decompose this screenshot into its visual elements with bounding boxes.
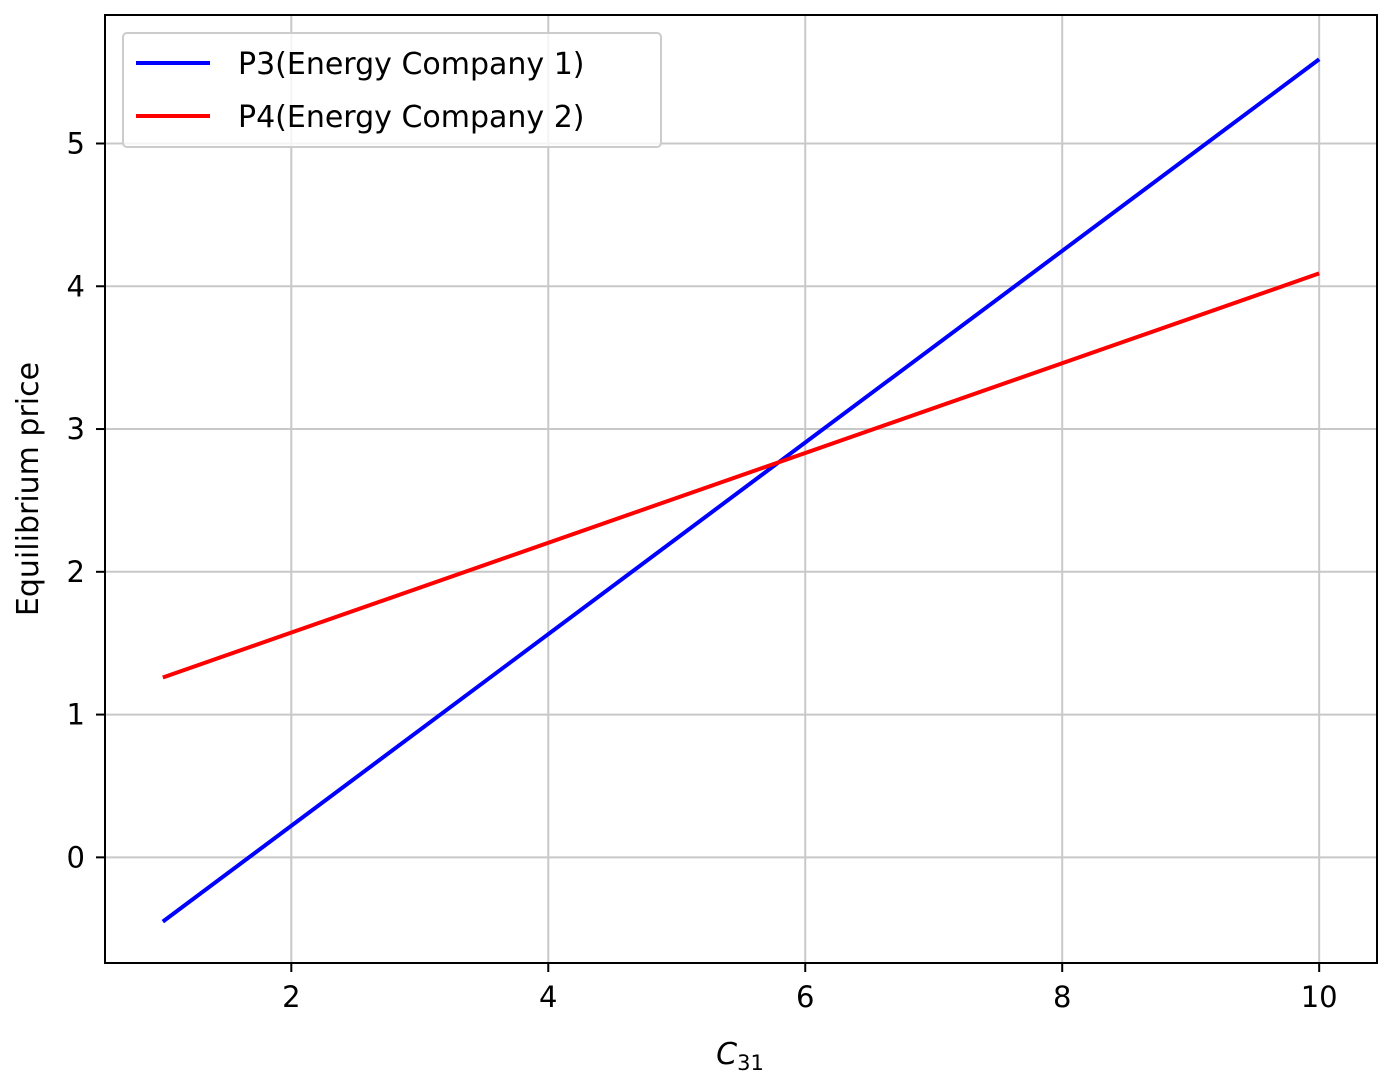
legend: P3(Energy Company 1) P4(Energy Company 2) bbox=[122, 32, 662, 148]
legend-label-1: P3(Energy Company 1) bbox=[238, 47, 585, 82]
series-lines bbox=[161, 57, 1321, 924]
x-tick-label: 8 bbox=[1053, 980, 1071, 1014]
x-tick-label: 2 bbox=[282, 980, 300, 1014]
x-tick-label: 6 bbox=[796, 980, 814, 1014]
series-line-1 bbox=[161, 57, 1321, 924]
y-tick-label: 5 bbox=[67, 126, 85, 160]
legend-box bbox=[122, 32, 662, 148]
series-line-2 bbox=[162, 271, 1320, 680]
y-axis-label: Equilibrium price bbox=[11, 362, 46, 616]
y-tick-label: 3 bbox=[67, 412, 85, 446]
y-tick-label: 1 bbox=[67, 698, 85, 732]
x-tick-label: 10 bbox=[1301, 980, 1338, 1014]
ticks: 2 4 6 8 10 0 1 2 3 4 5 bbox=[67, 126, 1338, 1014]
x-axis-label: C31 bbox=[716, 1037, 764, 1075]
y-tick-label: 2 bbox=[67, 555, 85, 589]
y-tick-label: 0 bbox=[67, 840, 85, 874]
x-tick-label: 4 bbox=[539, 980, 557, 1014]
plot-frame bbox=[104, 14, 1378, 964]
legend-label-2: P4(Energy Company 2) bbox=[238, 100, 585, 135]
y-tick-label: 4 bbox=[67, 269, 85, 303]
x-axis-label-subscript: 31 bbox=[737, 1051, 764, 1075]
